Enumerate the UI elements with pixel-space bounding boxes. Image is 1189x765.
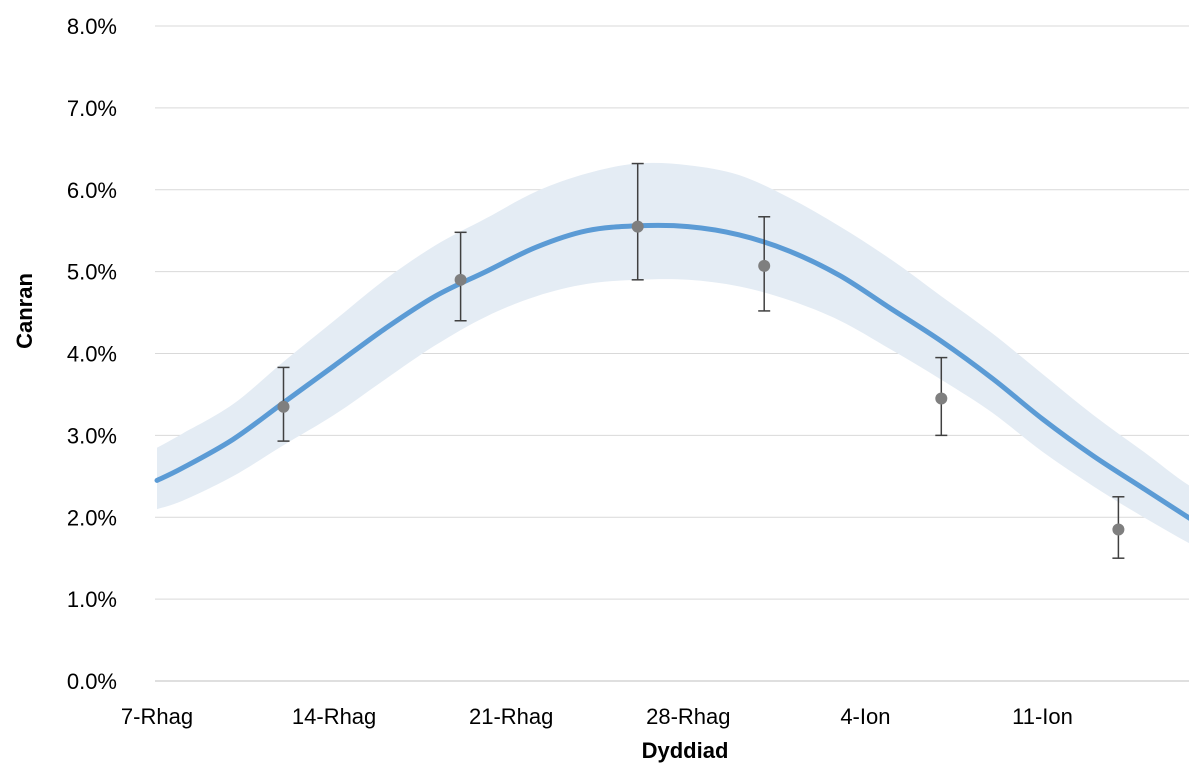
point-estimate-marker	[758, 259, 771, 272]
modelled-estimate-line	[154, 222, 1189, 521]
point-estimates	[277, 220, 1125, 536]
y-tick-label: 5.0%	[67, 260, 117, 285]
x-tick-labels: 7-Rhag 14-Rhag 21-Rhag 28-Rhag 4-Ion 11-Ion	[121, 704, 1073, 729]
x-tick-label: 11-Ion	[1012, 704, 1073, 729]
y-tick-label: 3.0%	[67, 423, 117, 448]
point-estimate-marker	[277, 400, 290, 413]
y-tick-label: 4.0%	[67, 342, 117, 367]
y-tick-label: 2.0%	[67, 505, 117, 530]
x-tick-label: 28-Rhag	[646, 704, 730, 729]
x-tick-label: 21-Rhag	[469, 704, 553, 729]
credible-interval-band	[157, 162, 1189, 544]
point-estimate-marker	[1112, 523, 1125, 536]
y-tick-labels: 0.0% 1.0% 2.0% 3.0% 4.0% 5.0% 6.0% 7.0% 8.0%	[67, 14, 117, 694]
x-tick-label: 4-Ion	[840, 704, 890, 729]
point-estimate-marker	[935, 392, 948, 405]
x-tick-label: 7-Rhag	[121, 704, 193, 729]
x-tick-label: 14-Rhag	[292, 704, 376, 729]
y-tick-label: 7.0%	[67, 96, 117, 121]
x-axis-title: Dyddiad	[642, 738, 729, 763]
y-axis-title: Canran	[12, 273, 37, 349]
y-tick-label: 0.0%	[67, 669, 117, 694]
point-estimate-marker	[454, 273, 467, 286]
y-tick-label: 1.0%	[67, 587, 117, 612]
point-estimate-marker	[631, 220, 644, 233]
y-tick-label: 8.0%	[67, 14, 117, 39]
y-tick-label: 6.0%	[67, 178, 117, 203]
